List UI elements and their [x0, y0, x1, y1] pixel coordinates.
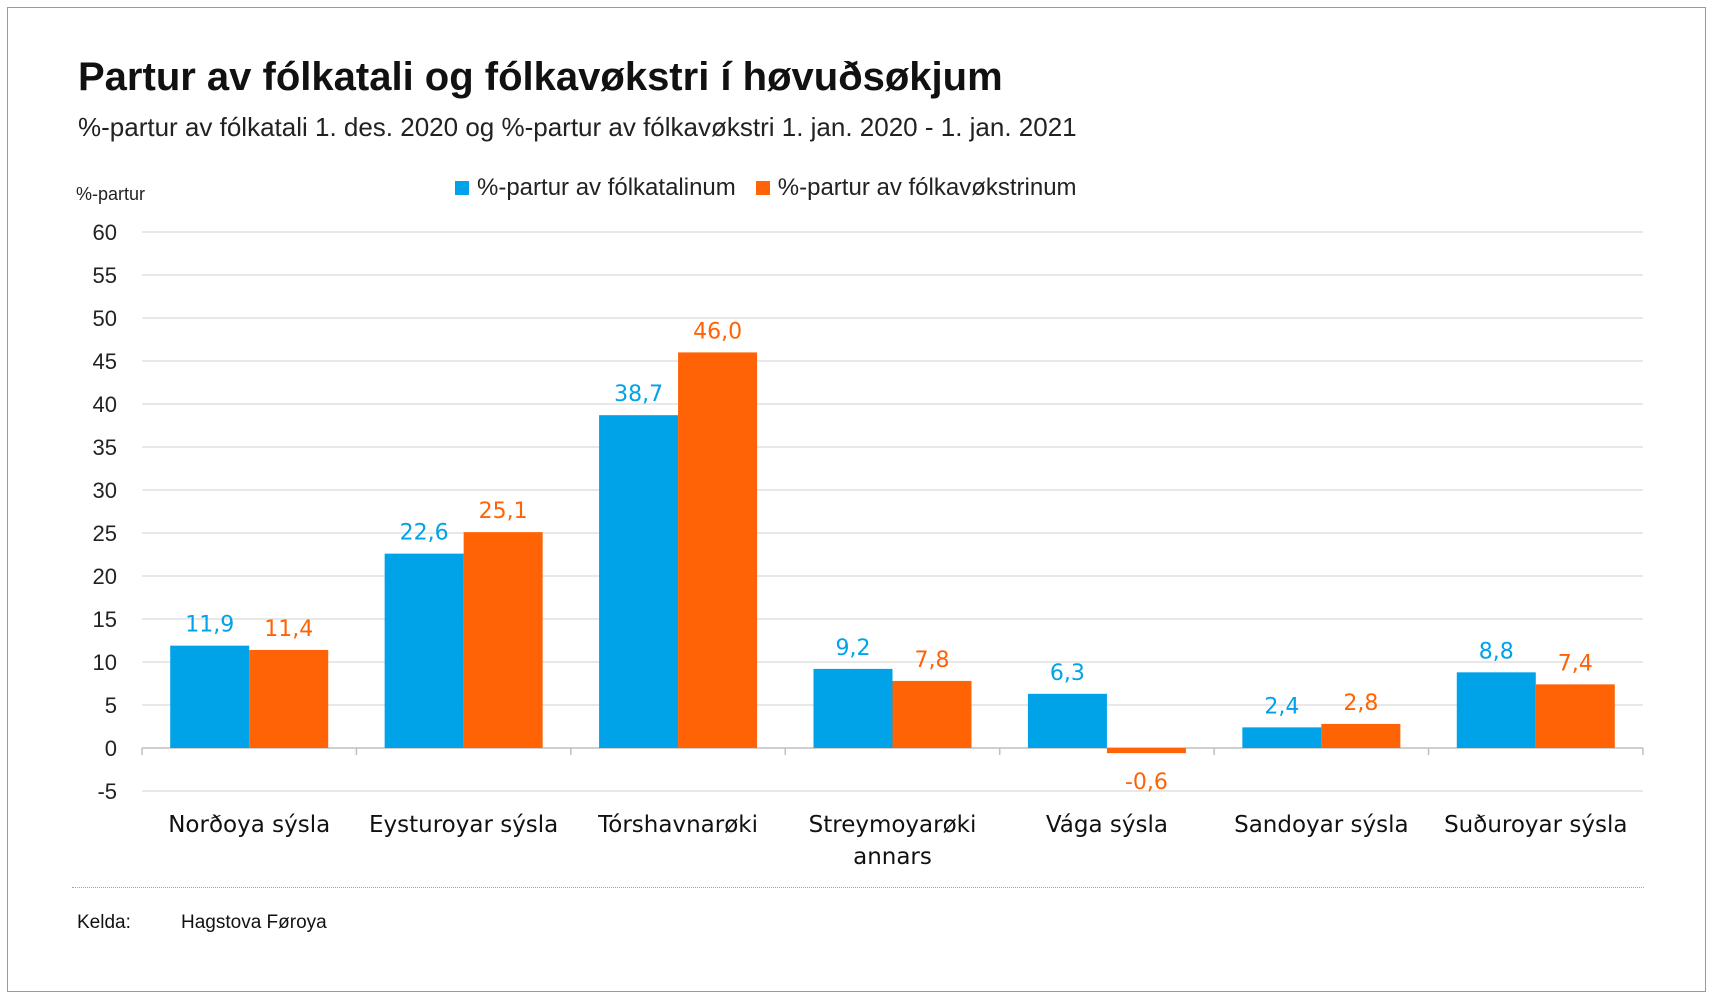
data-label: 46,0	[693, 319, 742, 344]
data-label: 7,4	[1558, 651, 1593, 676]
bar-population	[170, 645, 250, 748]
data-label: 2,8	[1343, 691, 1378, 716]
bar-population	[1242, 727, 1322, 748]
y-axis-label: %-partur	[76, 184, 146, 204]
legend: %-partur av fólkatalinum %-partur av fól…	[455, 174, 1097, 202]
bar-growth	[463, 532, 543, 748]
x-category-label: annars	[853, 844, 932, 870]
data-label: 2,4	[1264, 694, 1299, 719]
x-category-label: Suðuroyar sýsla	[1444, 812, 1627, 838]
data-label: 22,6	[400, 521, 449, 546]
legend-item-population: %-partur av fólkatalinum	[455, 174, 736, 202]
bar-population	[599, 415, 679, 748]
data-label: 25,1	[479, 499, 528, 524]
y-tick-label: 30	[93, 478, 117, 503]
x-category-label: Vága sýsla	[1046, 812, 1168, 838]
source-label: Kelda:	[77, 912, 131, 933]
y-tick-label: 60	[93, 220, 117, 245]
x-category-label: Sandoyar sýsla	[1234, 812, 1408, 838]
data-label: 9,2	[836, 636, 871, 661]
y-tick-label: 20	[93, 564, 117, 589]
y-tick-label: -5	[97, 779, 117, 804]
legend-label-population: %-partur av fólkatalinum	[477, 174, 736, 201]
x-category-label: Tórshavnarøki	[597, 812, 758, 838]
y-tick-label: 25	[93, 521, 117, 546]
y-tick-label: 40	[93, 392, 117, 417]
y-tick-label: 45	[93, 349, 117, 374]
y-tick-label: 5	[105, 693, 117, 718]
bar-growth	[1321, 723, 1401, 748]
bar-population	[384, 553, 464, 748]
data-label: 38,7	[614, 382, 663, 407]
x-category-label: Eysturoyar sýsla	[369, 812, 558, 838]
y-tick-label: 0	[105, 736, 117, 761]
legend-swatch-population	[455, 181, 469, 195]
chart-frame	[7, 7, 1706, 992]
chart-subtitle: %-partur av fólkatali 1. des. 2020 og %-…	[78, 112, 1077, 142]
data-label: 7,8	[915, 648, 950, 673]
chart-title: Partur av fólkatali og fólkavøkstri í hø…	[78, 55, 1003, 99]
y-tick-label: 10	[93, 650, 117, 675]
bar-growth	[1106, 748, 1186, 754]
y-tick-label: 50	[93, 306, 117, 331]
bar-growth	[249, 649, 329, 748]
data-label: 8,8	[1479, 639, 1514, 664]
y-tick-label: 35	[93, 435, 117, 460]
x-category-label: Norðoya sýsla	[168, 812, 330, 838]
legend-item-growth: %-partur av fólkavøkstrinum	[755, 174, 1077, 202]
x-category-label: Streymoyarøki	[809, 812, 977, 838]
bar-population	[1027, 693, 1107, 748]
legend-label-growth: %-partur av fólkavøkstrinum	[777, 174, 1077, 201]
data-label: 11,9	[185, 613, 234, 638]
data-label: 11,4	[264, 617, 313, 642]
bar-growth	[892, 680, 972, 748]
footer-divider	[72, 887, 1644, 888]
legend-swatch-growth	[755, 181, 770, 195]
data-label: 6,3	[1050, 661, 1085, 686]
bar-population	[813, 668, 893, 748]
bar-growth	[1535, 684, 1615, 748]
bar-population	[1456, 672, 1536, 748]
data-label: -0,6	[1125, 770, 1168, 795]
y-tick-label: 55	[93, 263, 117, 288]
y-tick-label: 15	[93, 607, 117, 632]
source-value: Hagstova Føroya	[181, 912, 327, 933]
bar-growth	[678, 352, 758, 748]
